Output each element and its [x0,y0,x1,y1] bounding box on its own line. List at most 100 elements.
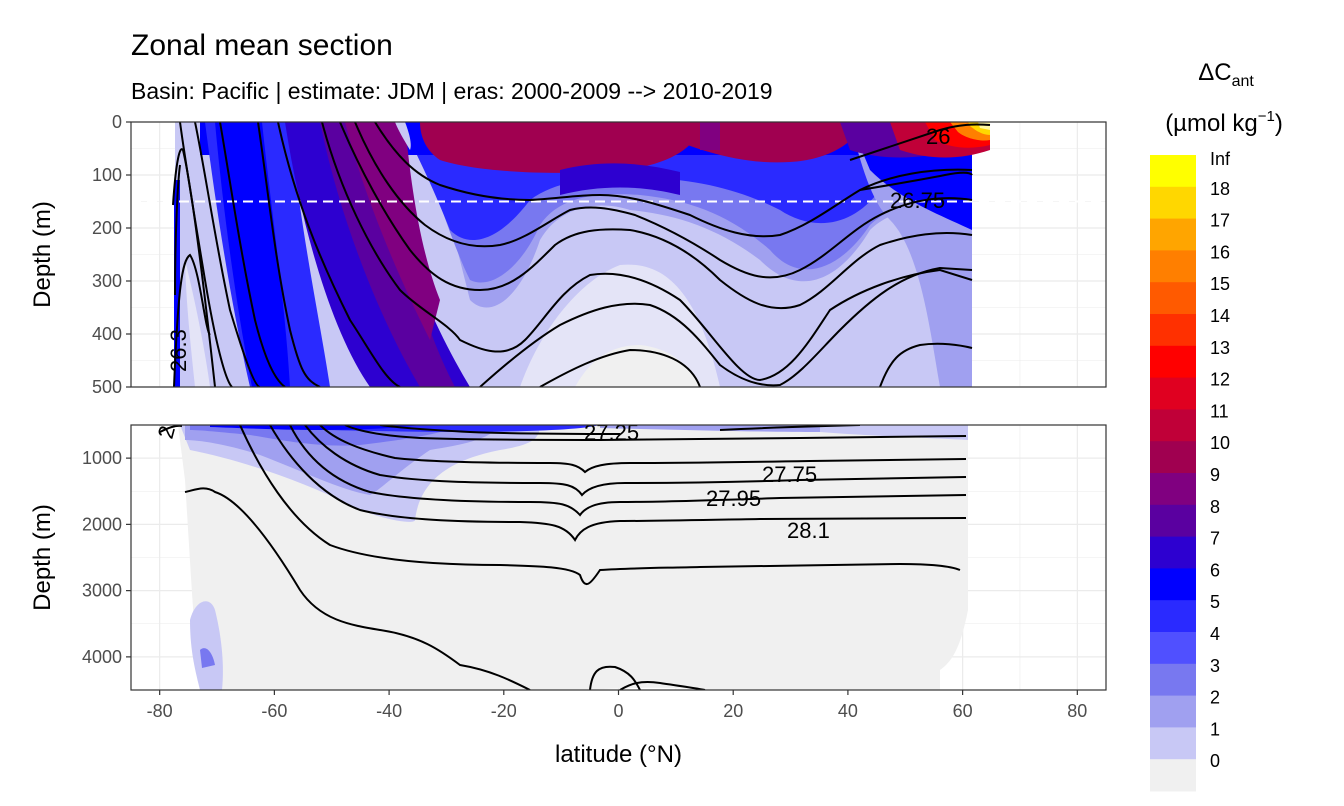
y-tick-label: 2000 [82,514,122,534]
isopycnal-lower-3 [589,665,641,690]
y-tick-label: 0 [112,112,122,132]
isopycnal-upper-4 [179,122,233,387]
isopycnal-label: 26 [926,124,950,149]
isopycnal-lines-upper [172,122,991,387]
legend-label: 13 [1210,338,1230,358]
legend-key [1150,632,1196,665]
x-tick-label: 0 [613,701,623,721]
isopycnal-lower-6 [269,425,967,542]
legend-key [1150,377,1196,410]
y-axis-title-lower: Depth (m) [29,504,56,611]
x-axis: -80 -60 -40 -20 0 20 40 60 80 [147,690,1087,721]
legend-label: 14 [1210,306,1230,326]
isopycnal-upper-10 [339,122,973,310]
legend-label: 7 [1210,529,1220,549]
x-tick-label: -40 [376,701,402,721]
upper-field-south-light-patch [185,260,210,387]
legend-key [1150,218,1196,251]
y-tick-label: 3000 [82,581,122,601]
legend-label: 9 [1210,465,1220,485]
legend-label: 8 [1210,497,1220,517]
chart-subtitle: Basin: Pacific | estimate: JDM | eras: 2… [131,78,773,104]
legend-label: 5 [1210,592,1220,612]
panel-lower: 2 27.25 27.75 27.95 28.1 100020003000400… [29,420,1107,691]
x-tick-label: 40 [838,701,858,721]
legend-key [1150,600,1196,633]
upper-field-purple-cap [700,122,720,150]
lower-field-deep-patch-1 [190,601,223,690]
x-tick-label: -80 [147,701,173,721]
lower-field-deep-patch-2 [200,648,215,668]
upper-field-south-tongue-strong [215,122,290,387]
upper-field-south-white-streak [395,122,411,150]
y-tick-label: 400 [92,324,122,344]
isopycnal-upper-5 [194,122,261,387]
upper-field-violet-band [345,122,440,340]
lower-field-south-mid [185,425,500,495]
isopycnal-lower-10 [344,425,967,442]
isopycnal-upper-11 [354,122,973,279]
legend-label: 11 [1210,401,1229,421]
isopycnal-lower-7 [289,425,967,517]
x-axis-title: latitude (°N) [555,741,682,768]
isopycnal-labels-upper: 26 26.75 26.3 [166,124,950,372]
legend-key [1150,473,1196,506]
legend-key [1150,409,1196,442]
isopycnal-upper-15 [879,342,973,387]
isopycnal-label: 27.95 [706,486,761,511]
isopycnal-upper-8 [277,122,401,387]
y-tick-label: 500 [92,377,122,397]
legend-key [1150,186,1196,220]
isopycnal-upper-2 [173,253,211,387]
y-tick-label: 100 [92,165,122,185]
isopycnal-upper-1 [174,164,181,296]
isopycnal-upper-12 [374,122,973,238]
x-tick-label: 20 [723,701,743,721]
legend-key [1150,282,1196,315]
legend-title-main: ΔC [1198,59,1231,86]
isopycnal-upper-16 [849,123,991,161]
legend-key [1150,441,1196,474]
legend-label: 6 [1210,560,1220,580]
legend-label: 16 [1210,242,1230,262]
y-axis-title-upper: Depth (m) [29,201,56,308]
legend-title-sub: ant [1232,73,1255,90]
isopycnal-upper-6 [219,122,286,387]
legend-units-post: ) [1275,110,1283,137]
isopycnal-label: 27.75 [762,462,817,487]
isopycnal-lower-5 [239,425,961,585]
y-axis-lower: 1000 2000 3000 4000 [82,448,131,667]
x-tick-label: 60 [953,701,973,721]
isopycnal-label: 26.3 [166,329,191,372]
legend-key [1150,536,1196,569]
x-tick-label: 80 [1067,701,1087,721]
panel-upper: 26 26.75 26.3 0 100 200 300 400 500 Depth (m) [29,112,1107,397]
legend-label: 12 [1210,370,1230,390]
legend-label: 3 [1210,656,1220,676]
legend-title: ΔCant [1198,59,1254,90]
isopycnal-lower-4 [619,680,706,690]
legend-label: 0 [1210,751,1220,771]
legend-label: 10 [1210,433,1230,453]
legend: ΔCant (µmol kg−1) Inf1817161514131211109… [1150,59,1283,792]
y-axis-upper: 0 100 200 300 400 500 [92,112,131,397]
legend-key [1150,314,1196,347]
lower-field-south-dark-blue [210,425,420,430]
legend-label: 18 [1210,179,1230,199]
legend-label: 2 [1210,688,1220,708]
legend-label: 1 [1210,719,1220,739]
legend-label: Inf [1210,149,1231,169]
y-tick-label: 200 [92,218,122,238]
isopycnal-upper-17 [859,171,973,191]
isopycnal-upper-9 [321,122,973,382]
chart-title: Zonal mean section [131,29,393,62]
legend-label: 4 [1210,624,1220,644]
legend-key [1150,504,1196,538]
panel-upper-border [130,121,1107,388]
legend-key [1150,568,1196,601]
legend-label: 15 [1210,274,1230,294]
legend-key [1150,345,1196,379]
legend-key [1150,695,1196,728]
